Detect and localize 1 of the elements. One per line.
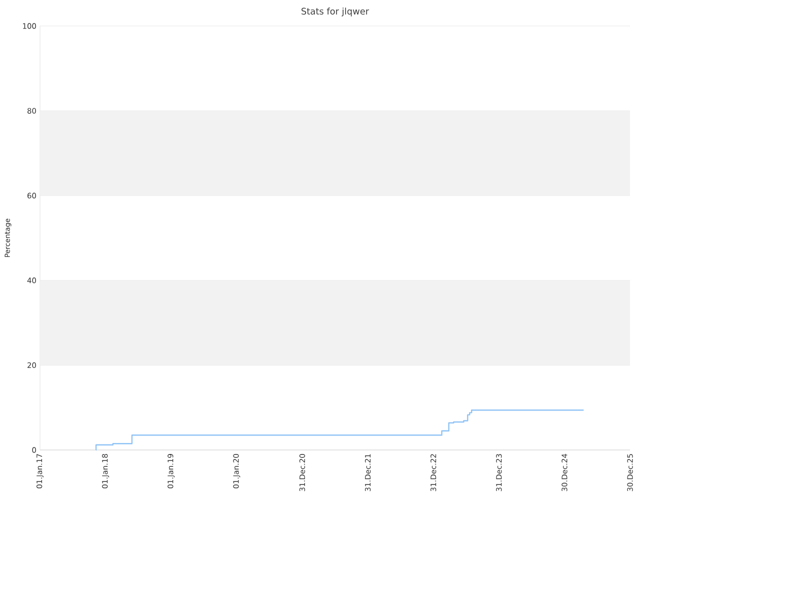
chart-title: Stats for jlqwer	[302, 8, 370, 16]
